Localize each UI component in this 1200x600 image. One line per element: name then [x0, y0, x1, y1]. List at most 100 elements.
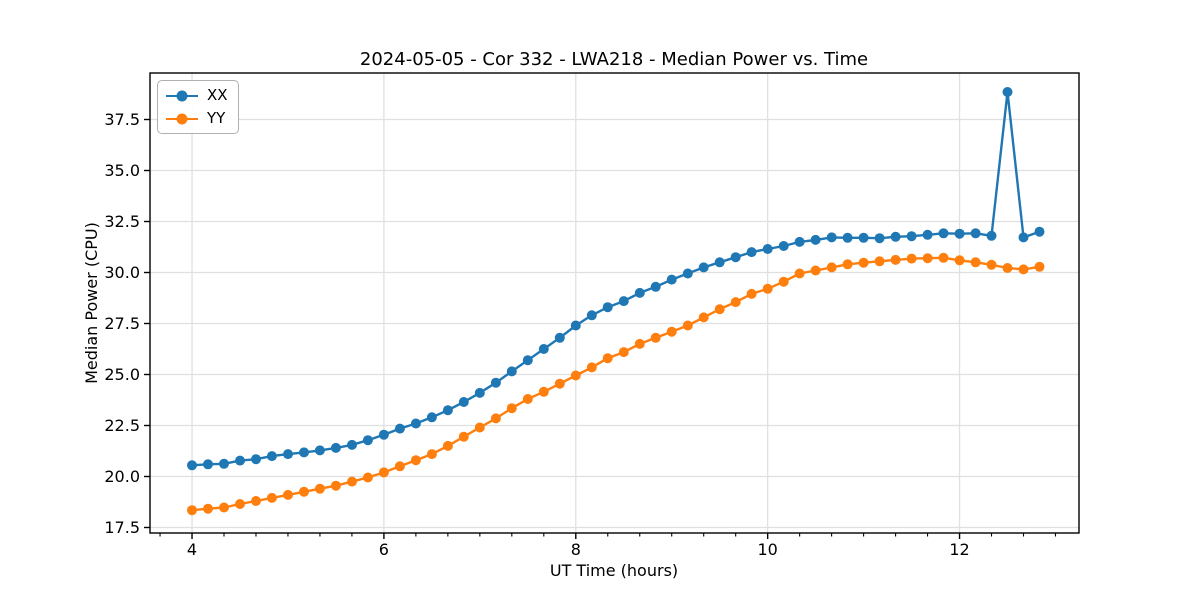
- data-point-XX: [586, 310, 597, 321]
- data-point-XX: [378, 429, 389, 440]
- data-point-XX: [826, 232, 837, 243]
- series-line-XX: [191, 90, 1040, 467]
- data-point-YY: [1018, 264, 1029, 275]
- data-point-YY: [666, 326, 677, 337]
- data-point-YY: [1002, 263, 1013, 273]
- data-point-YY: [266, 492, 277, 503]
- data-point-YY: [394, 461, 405, 472]
- legend: XX YY: [157, 80, 239, 134]
- y-tick-label: 20.0: [104, 467, 140, 486]
- data-point-YY: [426, 449, 437, 460]
- data-point-YY: [219, 502, 229, 513]
- data-point-YY: [602, 353, 613, 364]
- series-XX: [187, 87, 1045, 471]
- legend-line-marker-icon: [166, 90, 198, 102]
- data-point-XX: [330, 442, 341, 453]
- data-point-YY: [362, 472, 373, 483]
- data-point-XX: [474, 387, 485, 398]
- data-point-YY: [826, 262, 837, 273]
- data-point-XX: [650, 281, 661, 292]
- data-point-XX: [602, 302, 613, 313]
- x-tick-label: 10: [757, 540, 777, 559]
- data-point-YY: [235, 499, 245, 509]
- data-point-XX: [426, 412, 437, 423]
- y-tick-label: 37.5: [104, 110, 140, 129]
- data-point-YY: [490, 413, 501, 424]
- data-point-YY: [634, 338, 645, 349]
- axes: 4 6 8 10 12 17.5 20.0 22.5 25.0 27.5 30.0 32.5 35.0 3…: [104, 72, 1080, 559]
- data-point-XX: [730, 252, 741, 263]
- data-point-YY: [506, 403, 517, 414]
- data-point-YY: [187, 505, 197, 516]
- data-point-XX: [1018, 232, 1029, 243]
- legend-label: YY: [207, 109, 226, 127]
- data-point-YY: [442, 440, 453, 451]
- y-tick-label: 35.0: [104, 161, 140, 180]
- data-point-XX: [570, 320, 581, 331]
- data-point-YY: [1034, 261, 1045, 272]
- data-point-YY: [330, 480, 341, 491]
- y-tick-label: 32.5: [104, 212, 140, 231]
- data-point-XX: [986, 230, 997, 241]
- data-point-XX: [858, 232, 869, 243]
- data-point-YY: [570, 370, 581, 381]
- plot-border: [149, 72, 1080, 534]
- x-tick-label: 12: [949, 540, 969, 559]
- data-point-XX: [283, 449, 293, 460]
- data-point-XX: [778, 241, 789, 251]
- data-point-YY: [730, 297, 741, 308]
- y-tick-label: 27.5: [104, 314, 140, 333]
- data-point-YY: [682, 320, 693, 331]
- data-point-XX: [554, 332, 565, 343]
- data-point-XX: [634, 287, 645, 298]
- data-point-XX: [890, 231, 901, 242]
- data-point-XX: [682, 268, 693, 279]
- data-point-XX: [618, 296, 629, 307]
- data-point-YY: [522, 394, 533, 404]
- data-point-XX: [970, 228, 981, 239]
- data-point-XX: [938, 228, 949, 239]
- data-point-YY: [794, 268, 805, 279]
- data-point-XX: [203, 459, 213, 470]
- x-axis-label: UT Time (hours): [550, 561, 678, 580]
- data-point-XX: [714, 257, 725, 268]
- legend-item-XX: XX: [166, 85, 228, 106]
- data-point-XX: [266, 451, 277, 462]
- data-point-YY: [714, 304, 725, 315]
- data-point-XX: [235, 455, 245, 466]
- data-point-XX: [666, 274, 677, 285]
- data-point-XX: [394, 423, 405, 434]
- data-point-YY: [810, 265, 821, 276]
- data-point-XX: [522, 355, 533, 366]
- series-line-YY: [191, 256, 1040, 512]
- x-tick-label: 4: [187, 540, 197, 559]
- data-point-YY: [698, 312, 709, 323]
- data-point-YY: [922, 253, 933, 264]
- data-point-XX: [410, 418, 421, 429]
- y-axis-label: Median Power (CPU): [82, 222, 101, 384]
- data-point-YY: [778, 276, 789, 287]
- data-point-XX: [538, 344, 549, 354]
- data-point-YY: [378, 467, 389, 478]
- data-point-YY: [347, 476, 357, 487]
- data-point-XX: [314, 445, 325, 456]
- legend-item-YY: YY: [166, 108, 228, 129]
- data-point-YY: [283, 489, 293, 500]
- data-point-YY: [954, 255, 965, 266]
- data-point-YY: [314, 483, 325, 494]
- data-point-XX: [1034, 226, 1045, 237]
- data-point-YY: [906, 253, 917, 264]
- data-point-XX: [922, 229, 933, 240]
- chart-title: 2024-05-05 - Cor 332 - LWA218 - Median P…: [360, 49, 868, 70]
- data-point-YY: [474, 422, 485, 433]
- data-point-XX: [906, 231, 917, 242]
- data-point-XX: [842, 232, 853, 243]
- y-tick-label: 22.5: [104, 416, 140, 435]
- series-YY: [187, 252, 1045, 516]
- data-point-XX: [810, 234, 821, 245]
- gridlines: [150, 73, 1079, 533]
- data-point-YY: [842, 259, 853, 270]
- legend-label: XX: [207, 86, 228, 104]
- data-point-YY: [650, 332, 661, 343]
